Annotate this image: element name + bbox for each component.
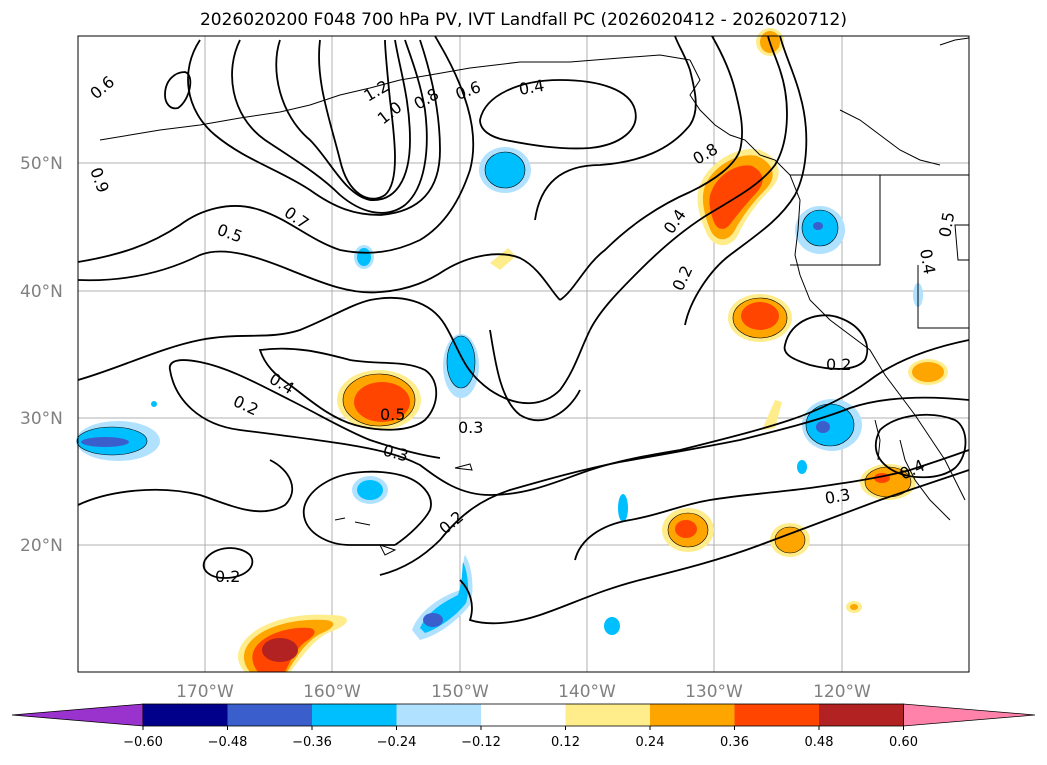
colorbar-segment bbox=[565, 704, 651, 726]
colorbar: −0.60 −0.48 −0.36 −0.24 −0.12 0.12 0.24 0.36 0.4… bbox=[11, 703, 1036, 750]
colorbar-border bbox=[142, 703, 904, 727]
contour-label: 0.5 bbox=[380, 405, 405, 424]
contour-label: 0.3 bbox=[458, 418, 483, 437]
longitude-labels: 170°W 160°W 150°W 140°W 130°W 120°W bbox=[176, 682, 871, 702]
colorbar-segment bbox=[143, 704, 228, 726]
colorbar-arrow-right bbox=[903, 703, 1036, 727]
contour-label: 0.3 bbox=[823, 485, 851, 508]
lon-label: 120°W bbox=[813, 682, 871, 702]
lon-label: 140°W bbox=[558, 682, 616, 702]
contour-label: 0.2 bbox=[826, 355, 851, 374]
ivt-negative-shading bbox=[76, 147, 923, 640]
colorbar-tick-label: −0.36 bbox=[292, 735, 332, 750]
lon-label: 160°W bbox=[303, 682, 361, 702]
contour-label: 0.5 bbox=[935, 210, 958, 238]
contour-label: 0.4 bbox=[517, 76, 545, 99]
colorbar-tick-label: −0.12 bbox=[461, 735, 501, 750]
lat-label: 50°N bbox=[20, 154, 63, 174]
shading-outlines bbox=[76, 151, 912, 554]
colorbar-tick-label: 0.12 bbox=[551, 735, 580, 750]
lon-label: 170°W bbox=[176, 682, 234, 702]
colorbar-tick-label: 0.60 bbox=[889, 735, 918, 750]
colorbar-segment bbox=[734, 704, 820, 726]
colorbar-segment bbox=[227, 704, 313, 726]
map-area bbox=[78, 36, 969, 672]
colorbar-segment bbox=[312, 704, 397, 726]
colorbar-tick-label: 0.36 bbox=[720, 735, 749, 750]
pv-contours bbox=[77, 35, 970, 625]
lon-label: 130°W bbox=[685, 682, 743, 702]
colorbar-tick-label: −0.48 bbox=[208, 735, 248, 750]
colorbar-segment bbox=[396, 704, 482, 726]
colorbar-segment bbox=[650, 704, 735, 726]
contour-label: 0.4 bbox=[916, 247, 939, 275]
colorbar-tick-label: −0.60 bbox=[123, 735, 163, 750]
coastlines bbox=[99, 37, 970, 556]
lat-label: 30°N bbox=[20, 409, 63, 429]
lat-label: 20°N bbox=[20, 536, 63, 556]
colorbar-segment bbox=[819, 704, 904, 726]
contour-label: 0.2 bbox=[215, 567, 240, 586]
colorbar-tick-label: 0.48 bbox=[805, 735, 834, 750]
map-title: 2026020200 F048 700 hPa PV, IVT Landfall… bbox=[199, 10, 847, 30]
map-border bbox=[77, 35, 970, 673]
lon-label: 150°W bbox=[431, 682, 489, 702]
colorbar-tick-label: −0.24 bbox=[377, 735, 417, 750]
colorbar-segment bbox=[481, 704, 566, 726]
lat-label: 40°N bbox=[20, 282, 63, 302]
colorbar-arrow-left bbox=[11, 703, 144, 727]
latitude-labels: 50°N 40°N 30°N 20°N bbox=[20, 154, 63, 556]
colorbar-tick-label: 0.24 bbox=[636, 735, 665, 750]
